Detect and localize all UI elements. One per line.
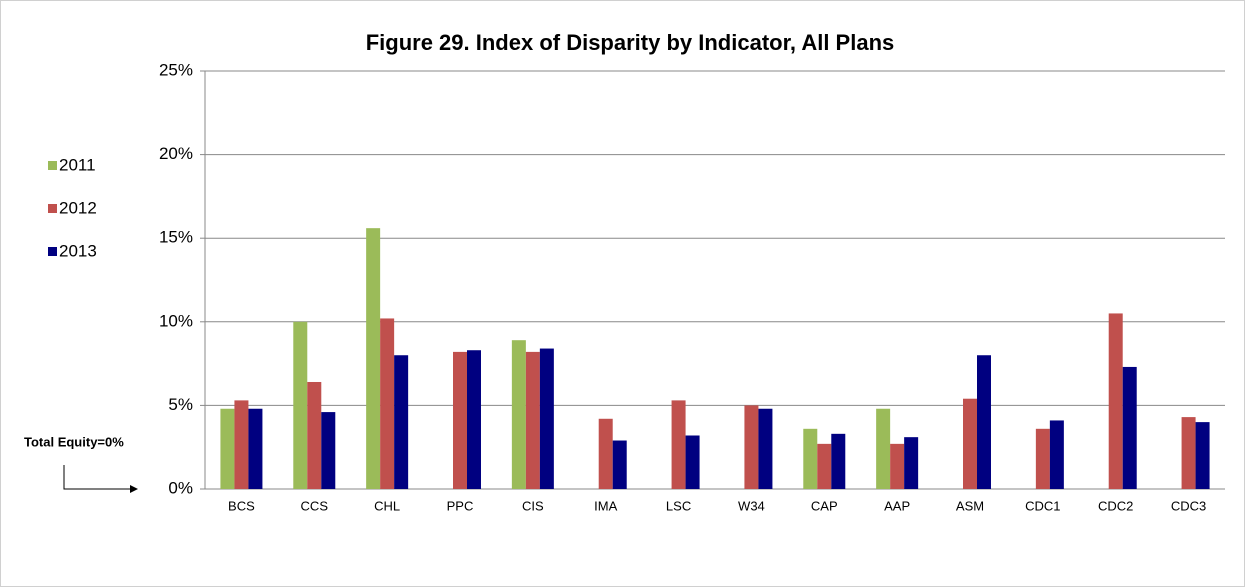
bar [1195, 422, 1210, 489]
bar [685, 435, 700, 489]
bar [394, 355, 409, 489]
bar [744, 405, 759, 489]
bar [876, 408, 891, 489]
y-tick-label: 10% [159, 311, 193, 330]
bar [1035, 428, 1050, 489]
bar [525, 351, 540, 489]
x-tick-label: LSC [666, 498, 691, 513]
bar [1049, 420, 1064, 489]
bar [307, 381, 322, 489]
x-tick-label: CAP [811, 498, 838, 513]
legend-swatch [48, 204, 57, 213]
annotation: Total Equity=0% [24, 434, 124, 449]
x-tick-label: BCS [228, 498, 255, 513]
bar [220, 408, 235, 489]
x-tick-label: PPC [447, 498, 474, 513]
x-tick-label: CCS [301, 498, 329, 513]
bar [293, 321, 308, 489]
bar [963, 398, 977, 489]
legend-swatch [48, 161, 57, 170]
bar [671, 400, 686, 489]
bar [817, 443, 832, 489]
bar [467, 350, 481, 489]
x-tick-label: CIS [522, 498, 544, 513]
y-tick-label: 25% [159, 60, 193, 79]
x-tick-label: AAP [884, 498, 910, 513]
bar [234, 400, 249, 489]
annotation-arrowhead [130, 485, 138, 493]
x-tick-label: IMA [594, 498, 617, 513]
bar [803, 428, 818, 489]
bar [977, 355, 991, 489]
bar [511, 340, 526, 489]
bar [380, 318, 395, 489]
legend-label: 2012 [59, 198, 97, 217]
bar [831, 433, 846, 489]
x-tick-label: ASM [956, 498, 984, 513]
y-tick-label: 5% [168, 395, 193, 414]
chart-title: Figure 29. Index of Disparity by Indicat… [366, 30, 895, 55]
bar [1122, 366, 1137, 489]
legend-swatch [48, 247, 57, 256]
bar [904, 437, 919, 489]
y-tick-label: 20% [159, 144, 193, 163]
legend-label: 2013 [59, 241, 97, 260]
bar [612, 440, 627, 489]
x-tick-label: W34 [738, 498, 765, 513]
y-tick-label: 15% [159, 228, 193, 247]
x-tick-label: CDC1 [1025, 498, 1060, 513]
bar [453, 351, 467, 489]
bar [539, 348, 554, 489]
legend-label: 2011 [59, 155, 96, 174]
y-tick-label: 0% [168, 478, 193, 497]
bar [248, 408, 263, 489]
bar [758, 408, 773, 489]
x-tick-label: CDC2 [1098, 498, 1133, 513]
x-tick-label: CDC3 [1171, 498, 1206, 513]
bar [321, 412, 336, 489]
bar [890, 443, 905, 489]
bar [598, 418, 613, 489]
annotation-arrow [63, 465, 130, 490]
bar [1181, 417, 1196, 489]
x-tick-label: CHL [374, 498, 400, 513]
bar [366, 228, 381, 489]
bar [1108, 313, 1123, 489]
